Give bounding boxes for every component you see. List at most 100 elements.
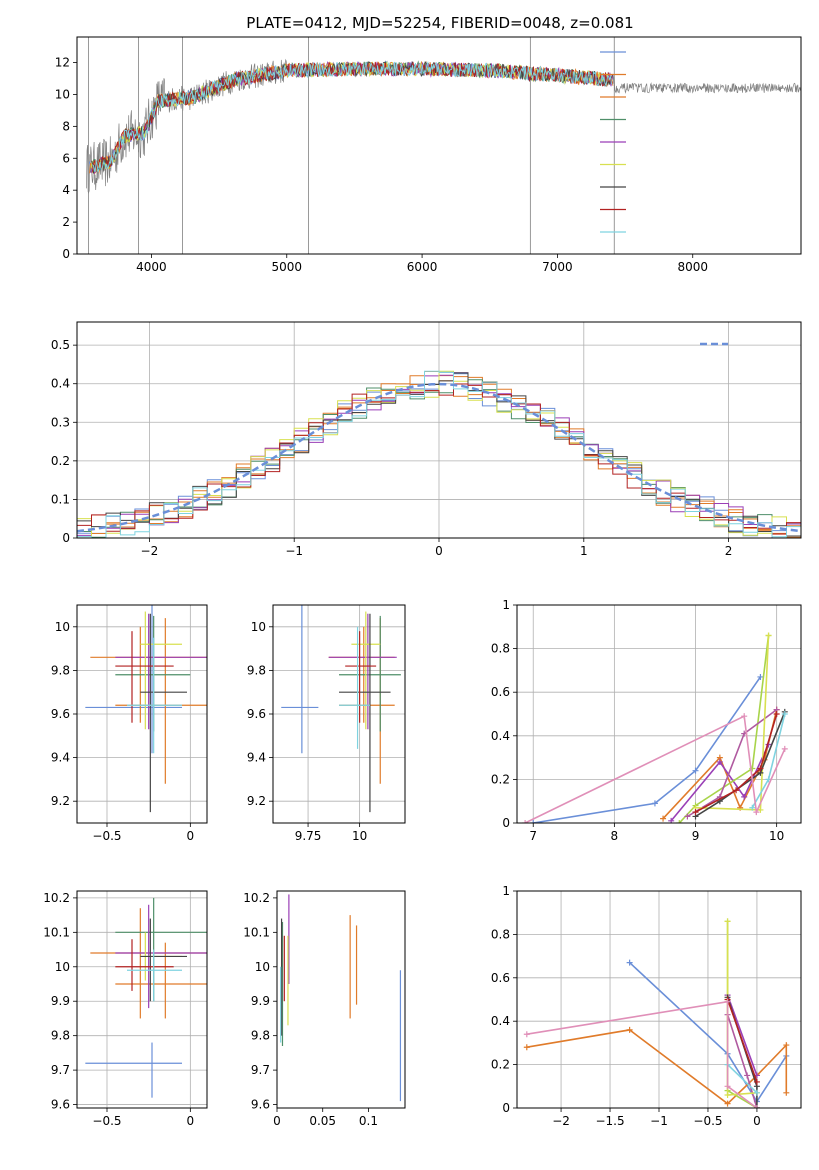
x-tick-label: 10: [352, 829, 367, 843]
x-tick-label: 4000: [136, 260, 167, 274]
x-tick-label: 0: [187, 829, 195, 843]
weight-line: [670, 744, 770, 822]
axes-frame: [272, 604, 406, 824]
plot-area: [522, 632, 788, 823]
x-tick-label: −1: [650, 1114, 668, 1128]
weight-marker: [765, 632, 772, 639]
x-tick-label: −2: [141, 544, 159, 558]
y-tick-label: 9.2: [247, 794, 266, 808]
weight-line: [726, 994, 758, 1076]
axes-frame: [76, 321, 802, 539]
weight-marker: [523, 1031, 530, 1038]
weight-marker: [783, 1042, 790, 1049]
x-tick-label: 0: [753, 1114, 761, 1128]
y-tick-label: 9.2: [51, 794, 70, 808]
y-tick-label: 10.1: [243, 925, 270, 939]
weight-line: [526, 1029, 788, 1105]
weight-line: [533, 676, 762, 823]
age-vs-metallicity-chart: −0.5 0 9.2 9.4 9.6 9.8 10: [51, 604, 208, 843]
y-tick-label: 0: [502, 816, 510, 830]
x-tick-label: 0: [187, 1114, 195, 1128]
weight-vs-metallicity-chart: −2 −1.5 −1 −0.5 0 0 0.2 0.4 0.6 0.8 1: [491, 884, 802, 1128]
x-tick-label: 8000: [677, 260, 708, 274]
y-tick-label: 0.6: [491, 685, 510, 699]
weight-line: [686, 708, 778, 818]
axes-frame: [516, 604, 802, 824]
y-tick-label: 0.4: [51, 377, 70, 391]
x-tick-label: 9.75: [295, 829, 322, 843]
x-tick-label: −0.5: [693, 1114, 722, 1128]
weight-marker: [724, 998, 731, 1005]
y-tick-label: 10: [55, 87, 70, 101]
figure-title: PLATE=0412, MJD=52254, FIBERID=0048, z=0…: [246, 14, 633, 32]
x-tick-label: 7000: [542, 260, 573, 274]
y-tick-label: 9.6: [51, 1098, 70, 1112]
plot-area: [281, 605, 401, 813]
mass-vs-metallicity-chart: −0.5 0 9.6 9.7 9.8 9.9 10 10.1 10.2: [43, 890, 208, 1128]
plot-area: [280, 894, 402, 1102]
weight-marker: [773, 711, 780, 717]
y-tick-label: 9.9: [251, 994, 270, 1008]
weight-marker: [684, 813, 691, 820]
weight-marker: [523, 1044, 530, 1051]
weight-marker: [753, 1078, 760, 1085]
weight-marker: [783, 1089, 790, 1096]
y-tick-label: 10.1: [43, 925, 70, 939]
y-tick-label: 9.8: [51, 1029, 70, 1043]
y-tick-label: 9.6: [247, 707, 266, 721]
y-tick-label: 9.7: [251, 1063, 270, 1077]
weight-marker: [626, 1026, 633, 1033]
x-tick-label: 1: [580, 544, 588, 558]
x-tick-label: 0: [435, 544, 443, 558]
x-tick-label: 5000: [271, 260, 302, 274]
y-tick-label: 9.6: [251, 1098, 270, 1112]
y-tick-label: 0: [502, 1101, 510, 1115]
weight-marker: [724, 1100, 731, 1107]
axes-frame: [76, 890, 208, 1109]
weight-marker: [733, 787, 740, 794]
weight-marker: [757, 673, 764, 680]
y-tick-label: 10.2: [243, 891, 270, 905]
weight-marker: [741, 713, 748, 720]
weight-marker: [753, 1089, 760, 1096]
y-tick-label: 10.2: [43, 891, 70, 905]
weight-marker: [724, 918, 731, 925]
y-tick-label: 10: [251, 620, 266, 634]
x-tick-label: 8: [611, 829, 619, 843]
x-tick-label: −0.5: [92, 829, 121, 843]
weight-marker: [781, 745, 788, 752]
x-tick-label: 7: [529, 829, 537, 843]
weight-marker: [757, 806, 764, 813]
y-tick-label: 9.4: [51, 751, 70, 765]
y-tick-label: 9.8: [51, 663, 70, 677]
y-tick-label: 0.8: [491, 927, 510, 941]
y-tick-label: 9.8: [251, 1029, 270, 1043]
normal-curve: [77, 382, 801, 533]
weight-marker: [753, 1105, 760, 1108]
residual-histogram: [77, 383, 801, 535]
axes-frame: [76, 36, 802, 255]
y-tick-label: 9.7: [51, 1063, 70, 1077]
y-tick-label: 10: [55, 620, 70, 634]
y-tick-label: 0.1: [51, 492, 70, 506]
y-tick-label: 4: [62, 183, 70, 197]
y-tick-label: 0.2: [51, 454, 70, 468]
x-tick-label: −1.5: [595, 1114, 624, 1128]
y-tick-label: 9.6: [51, 707, 70, 721]
y-tick-label: 8: [62, 119, 70, 133]
y-tick-label: 9.4: [247, 751, 266, 765]
plot-area: [523, 918, 790, 1108]
spectrum-model-line: [89, 60, 614, 175]
weight-marker: [749, 804, 756, 811]
plot-area: [77, 370, 801, 538]
x-tick-label: 2: [725, 544, 733, 558]
weight-line: [695, 713, 778, 813]
weight-marker: [660, 815, 667, 822]
x-tick-label: 6000: [407, 260, 438, 274]
y-tick-label: 1: [502, 884, 510, 898]
weight-line: [695, 711, 786, 818]
spectrum-chart: 4000 5000 6000 7000 8000 0 2 4 6 8 10 12: [55, 36, 802, 274]
x-tick-label: 0: [273, 1114, 281, 1128]
spectrum-data-line: [86, 58, 801, 194]
